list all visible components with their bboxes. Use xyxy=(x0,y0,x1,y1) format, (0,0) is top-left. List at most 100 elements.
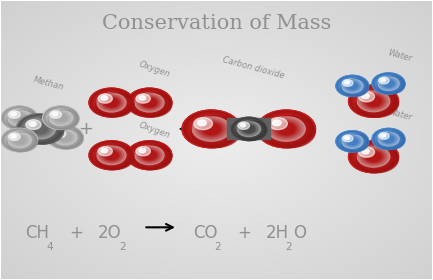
Circle shape xyxy=(127,141,172,170)
Circle shape xyxy=(93,143,130,167)
Circle shape xyxy=(132,92,167,114)
Circle shape xyxy=(384,80,394,87)
Circle shape xyxy=(60,134,71,141)
Circle shape xyxy=(98,147,125,164)
Circle shape xyxy=(5,108,34,127)
Circle shape xyxy=(10,134,29,146)
Circle shape xyxy=(343,80,362,92)
Circle shape xyxy=(48,126,82,148)
Circle shape xyxy=(134,145,172,170)
Circle shape xyxy=(350,141,397,172)
Circle shape xyxy=(272,120,300,138)
Circle shape xyxy=(43,106,79,129)
Circle shape xyxy=(353,143,394,170)
Text: Carbon dioxide: Carbon dioxide xyxy=(221,55,285,81)
Circle shape xyxy=(52,112,69,123)
Circle shape xyxy=(105,98,118,107)
Circle shape xyxy=(242,125,255,133)
Circle shape xyxy=(55,131,75,143)
Circle shape xyxy=(197,120,207,126)
Text: Oxygen: Oxygen xyxy=(137,120,171,140)
Circle shape xyxy=(3,107,36,129)
Circle shape xyxy=(90,142,132,169)
Circle shape xyxy=(343,135,362,148)
Circle shape xyxy=(93,91,130,115)
Circle shape xyxy=(49,127,81,148)
Circle shape xyxy=(341,78,364,93)
Circle shape xyxy=(57,132,62,135)
Circle shape xyxy=(103,150,120,160)
Circle shape xyxy=(362,149,369,154)
Circle shape xyxy=(11,134,28,146)
Circle shape xyxy=(345,136,360,146)
Circle shape xyxy=(362,149,385,164)
Circle shape xyxy=(201,122,222,136)
Circle shape xyxy=(6,109,33,127)
Circle shape xyxy=(3,130,36,150)
Circle shape xyxy=(3,108,36,128)
Circle shape xyxy=(352,143,396,171)
Circle shape xyxy=(357,146,390,167)
Circle shape xyxy=(236,121,267,141)
Circle shape xyxy=(100,95,123,110)
Circle shape xyxy=(345,81,360,91)
Circle shape xyxy=(182,110,241,148)
Text: Conservation of Mass: Conservation of Mass xyxy=(102,14,331,33)
Circle shape xyxy=(182,110,241,148)
Circle shape xyxy=(130,143,169,168)
Circle shape xyxy=(377,132,405,150)
Circle shape xyxy=(365,95,382,107)
Circle shape xyxy=(359,92,388,111)
Circle shape xyxy=(377,132,400,146)
Circle shape xyxy=(184,111,239,147)
Circle shape xyxy=(50,111,61,118)
Bar xyxy=(227,118,270,139)
Circle shape xyxy=(356,145,391,168)
Text: 2: 2 xyxy=(214,242,220,251)
Circle shape xyxy=(134,145,165,165)
Circle shape xyxy=(10,112,29,124)
Circle shape xyxy=(143,98,156,107)
Circle shape xyxy=(379,77,389,84)
Circle shape xyxy=(51,128,79,146)
Circle shape xyxy=(375,130,402,148)
Circle shape xyxy=(259,111,314,147)
Circle shape xyxy=(341,134,368,152)
Circle shape xyxy=(194,118,229,140)
Circle shape xyxy=(276,122,297,136)
Circle shape xyxy=(337,76,368,96)
Circle shape xyxy=(11,112,28,123)
Circle shape xyxy=(354,89,393,113)
Circle shape xyxy=(58,132,73,142)
Circle shape xyxy=(43,106,79,129)
Circle shape xyxy=(379,77,398,90)
Circle shape xyxy=(101,148,108,153)
Circle shape xyxy=(1,128,38,152)
Circle shape xyxy=(127,141,172,170)
Circle shape xyxy=(240,123,246,127)
Circle shape xyxy=(196,119,227,139)
Circle shape xyxy=(55,114,66,121)
Circle shape xyxy=(233,119,265,139)
Circle shape xyxy=(9,111,30,125)
Circle shape xyxy=(58,133,71,141)
Circle shape xyxy=(89,141,134,170)
Circle shape xyxy=(257,110,316,148)
Text: 4: 4 xyxy=(46,242,53,251)
Circle shape xyxy=(191,116,232,142)
Text: +: + xyxy=(70,224,84,242)
Circle shape xyxy=(47,109,74,127)
Circle shape xyxy=(353,88,394,115)
Circle shape xyxy=(203,123,220,135)
Circle shape xyxy=(274,121,298,137)
Circle shape xyxy=(96,145,127,165)
Circle shape xyxy=(22,117,58,141)
Circle shape xyxy=(345,81,349,84)
Circle shape xyxy=(55,130,76,144)
Circle shape xyxy=(380,133,397,144)
Text: 2: 2 xyxy=(119,242,126,251)
Circle shape xyxy=(103,97,120,108)
Circle shape xyxy=(102,149,121,161)
Circle shape xyxy=(105,151,118,160)
Circle shape xyxy=(32,123,48,134)
